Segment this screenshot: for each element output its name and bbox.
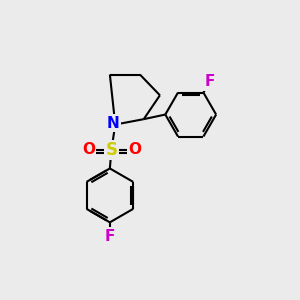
Text: O: O	[82, 142, 95, 158]
Text: F: F	[204, 74, 215, 89]
Text: O: O	[128, 142, 141, 158]
Text: F: F	[105, 229, 115, 244]
Text: S: S	[105, 141, 117, 159]
Text: N: N	[106, 116, 119, 130]
